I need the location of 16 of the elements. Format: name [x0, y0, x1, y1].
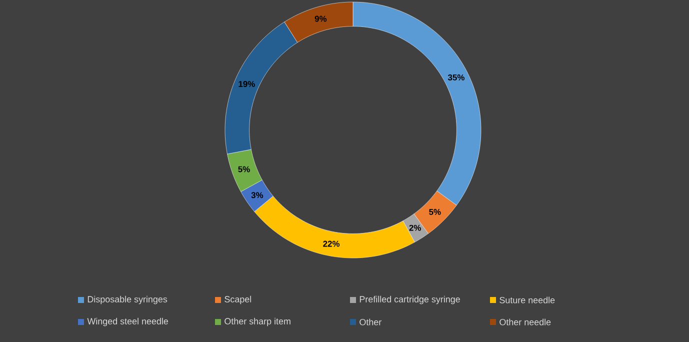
data-label: 5% — [429, 208, 441, 215]
data-label: 35% — [448, 74, 464, 80]
legend-label: Other sharp item — [224, 318, 290, 326]
legend-label: Suture needle — [500, 296, 555, 304]
legend-label: Other — [360, 318, 382, 326]
data-label: 5% — [238, 166, 250, 172]
data-label: 22% — [323, 240, 340, 247]
data-label: 9% — [314, 16, 327, 22]
legend-label: Winged steel needle — [87, 318, 168, 326]
legend-label: Disposable syringes — [88, 296, 168, 304]
legend-label: Prefilled cartridge syringe — [360, 296, 460, 304]
data-label: 3% — [251, 192, 264, 198]
legend-label: Scapel — [224, 296, 252, 304]
data-label: 19% — [238, 80, 255, 87]
legend-label: Other needle — [500, 318, 551, 326]
data-label: 2% — [409, 224, 421, 231]
